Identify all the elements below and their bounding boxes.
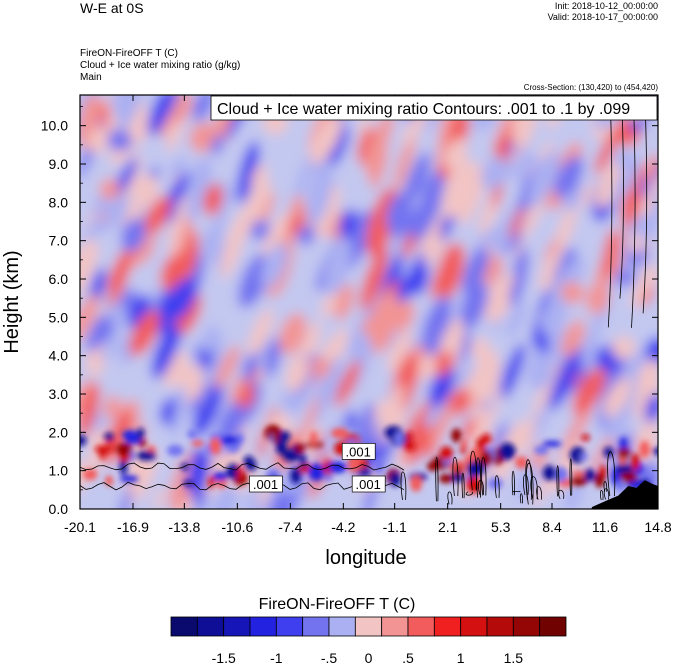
x-tick-label: 5.3 [491,519,511,535]
valid-time: Valid: 2018-10-17_00:00:00 [547,12,658,22]
x-tick-label: -4.2 [331,519,355,535]
y-tick-label: 0.0 [49,501,69,517]
x-tick-label: -1.1 [383,519,407,535]
svg-text:.001: .001 [346,444,371,459]
contour-info-box: Cloud + Ice water mixing ratio Contours:… [210,95,658,121]
x-tick-label: 11.6 [592,519,618,535]
colorbar-swatch [302,616,330,637]
contour-line [600,490,604,501]
field-line-1: FireON-FireOFF T (C) [80,48,178,59]
init-time: Init: 2018-10-12_00:00:00 [554,1,658,11]
contour-line [519,493,523,504]
colorbar-tick-label: 1.5 [504,650,524,666]
colorbar-swatch [196,616,225,637]
contour-line [569,458,573,496]
terrain-silhouette [591,480,658,509]
x-tick-label: -16.9 [117,519,149,535]
x-tick-label: -7.4 [278,519,302,535]
contour-line [619,102,624,299]
contour-line [470,451,477,491]
colorbar-swatch [433,616,462,637]
y-tick-label: 7.0 [49,233,69,249]
field-line-2: Cloud + Ice water mixing ratio (g/kg) [80,60,241,71]
contour-line [494,475,500,498]
colorbar-swatch [460,616,488,637]
y-tick-label: 3.0 [49,386,69,402]
svg-text:.001: .001 [356,477,381,492]
cloud-contours [80,102,648,505]
contour-value-label: .001 [249,475,283,493]
contour-line [478,480,484,496]
colorbar-swatch [486,616,514,637]
colorbar-swatch [381,616,409,637]
contour-info-text: Cloud + Ice water mixing ratio Contours:… [217,101,630,118]
contour-line [80,462,405,471]
colorbar-swatch [328,616,356,637]
contour-line [607,102,613,328]
main-title: W-E at 0S [80,0,144,16]
colorbar-tick-label: -1 [270,650,283,666]
colorbar-swatch [512,616,541,637]
y-tick-label: 1.0 [49,463,69,479]
y-axis-label: Height (km) [1,250,23,353]
x-tick-label: 8.4 [542,519,562,535]
colorbar-swatch [249,616,277,637]
y-tick-label: 9.0 [49,156,69,172]
x-tick-label: 2.1 [438,519,458,535]
colorbar-swatch [407,616,435,637]
field-line-3: Main [80,72,102,83]
colorbar-swatch [539,616,567,637]
svg-text:.001: .001 [253,477,278,492]
contour-line [607,451,616,497]
cross-section-label: Cross-Section: (130,420) to (454,420) [523,83,658,92]
contour-line [511,471,515,496]
contour-line [525,459,533,500]
y-tick-label: 10.0 [41,118,68,134]
contour-line [603,488,610,500]
x-axis-label: longitude [325,547,406,569]
contour-line [642,102,648,314]
y-tick-label: 6.0 [49,271,69,287]
colorbar-swatch [223,616,251,637]
colorbar-swatch [170,616,198,637]
contour-line [465,491,473,496]
colorbar-swatch [354,616,383,637]
x-tick-label: 14.8 [644,519,671,535]
contour-value-label: .001 [351,475,386,493]
colorbar-title: FireON-FireOFF T (C) [258,596,416,613]
colorbar-tick-label: .5 [402,650,414,666]
colorbar-tick-label: -.5 [321,650,338,666]
x-tick-label: -13.8 [168,519,200,535]
plot-frame [79,94,659,510]
x-tick-label: -10.6 [221,519,253,535]
contour-line [461,472,465,499]
contour-line [523,474,529,495]
y-tick-label: 5.0 [49,309,69,325]
contour-line [447,491,453,505]
x-tick-label: -20.1 [64,519,96,535]
colorbar-tick-label: 1 [457,650,465,666]
y-tick-label: 8.0 [49,194,69,210]
contour-line [556,465,560,497]
contour-line [452,457,459,497]
contour-line [435,456,439,502]
colorbar-swatch [275,616,304,637]
y-tick-label: 4.0 [49,348,69,364]
contour-line [631,102,636,328]
colorbar-tick-label: 0 [365,650,373,666]
contour-line [80,481,405,491]
contour-value-label: .001 [341,443,376,460]
contour-line [400,471,407,500]
colorbar-tick-label: -1.5 [212,650,236,666]
temperature-difference-field [80,95,658,509]
y-tick-label: 2.0 [49,424,69,440]
